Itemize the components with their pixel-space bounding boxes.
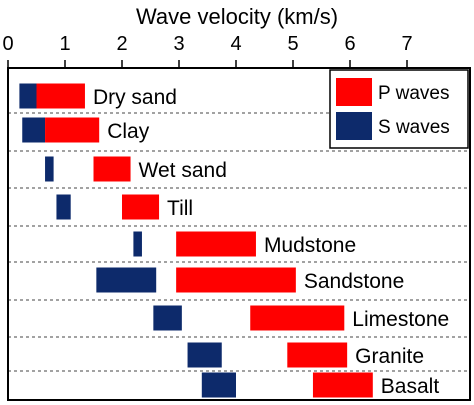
x-tick-label: 0 (2, 33, 13, 55)
x-axis-title: Wave velocity (km/s) (136, 4, 338, 29)
category-label: Sandstone (304, 270, 404, 293)
s-wave-bar (201, 372, 236, 398)
s-wave-bar (187, 342, 222, 368)
s-wave-bar (153, 305, 182, 331)
x-tick-label: 6 (344, 33, 355, 55)
category-label: Wet sand (139, 159, 227, 182)
category-label: Basalt (381, 375, 440, 398)
p-wave-bar (93, 156, 131, 182)
p-wave-bar (176, 267, 296, 293)
p-wave-bar (250, 305, 345, 331)
s-wave-bar (133, 231, 142, 257)
x-tick-label: 5 (287, 33, 298, 55)
legend-label-s-waves: S waves (378, 117, 450, 138)
legend-swatch-p-waves (336, 78, 372, 106)
category-label: Limestone (352, 308, 449, 331)
p-wave-bar (36, 83, 85, 109)
p-wave-bar (312, 372, 373, 398)
plot-frame (7, 67, 471, 401)
category-label: Dry sand (93, 86, 177, 109)
p-wave-bar (45, 117, 100, 143)
p-wave-bar (176, 231, 256, 257)
category-label: Till (167, 197, 193, 220)
category-label: Clay (107, 120, 150, 143)
x-tick-label: 4 (230, 33, 241, 55)
s-wave-bar (22, 117, 46, 143)
x-tick-label: 1 (59, 33, 70, 55)
category-label: Mudstone (264, 234, 356, 257)
s-wave-bar (45, 156, 54, 182)
x-tick-label: 3 (173, 33, 184, 55)
p-wave-bar (122, 194, 160, 220)
s-wave-bar (96, 267, 157, 293)
legend-label-p-waves: P waves (378, 83, 449, 104)
legend-swatch-s-waves (336, 112, 372, 140)
p-wave-bar (287, 342, 348, 368)
s-wave-bar (56, 194, 71, 220)
s-wave-bar (19, 83, 37, 109)
x-tick-label: 2 (116, 33, 127, 55)
category-label: Granite (355, 345, 424, 368)
x-tick-label: 7 (401, 33, 412, 55)
